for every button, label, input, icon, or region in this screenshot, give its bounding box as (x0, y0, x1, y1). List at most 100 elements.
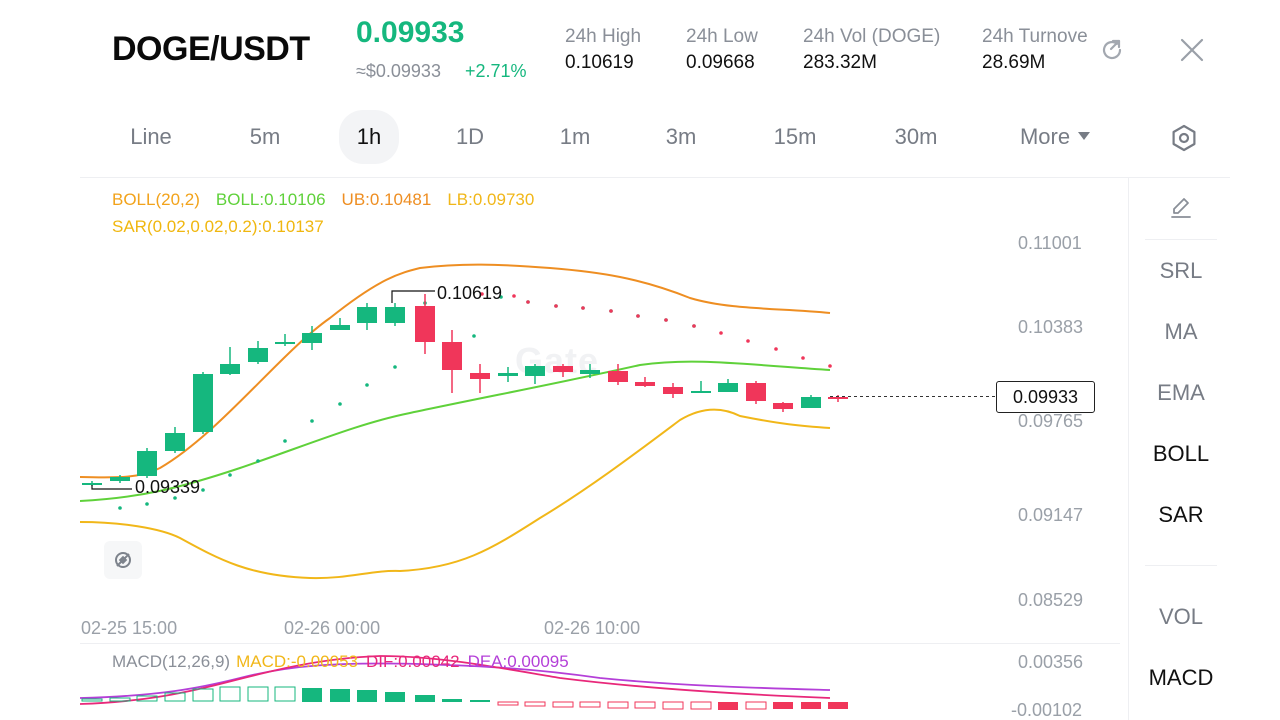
sidebar-item-macd[interactable]: MACD (1148, 665, 1214, 690)
time-axis-label: 02-26 00:00 (284, 618, 381, 638)
share-icon[interactable] (1095, 33, 1129, 67)
price-axis-label: 0.11001 (1018, 233, 1082, 253)
stat-value: 28.69M (982, 52, 1046, 73)
macd-histogram-bar (385, 692, 405, 702)
sar-dot (664, 318, 668, 322)
sar-dot (719, 331, 723, 335)
more-dropdown[interactable]: More (1010, 110, 1100, 164)
chart-settings-icon[interactable] (1166, 120, 1202, 156)
bullish-candle (137, 451, 157, 476)
sidebar-item-boll[interactable]: BOLL (1152, 441, 1210, 466)
close-icon[interactable] (1175, 33, 1209, 67)
macd-value: MACD:-0.00053 (236, 652, 358, 671)
bullish-candle (330, 325, 350, 330)
usd-approx-price: ≈$0.09933 (356, 61, 441, 81)
macd-histogram-bar (219, 686, 241, 702)
trading-pair: DOGE/USDT (112, 30, 310, 68)
tab-1d[interactable]: 1D (455, 124, 485, 149)
boll-mid-value: BOLL:0.10106 (215, 190, 326, 209)
tab-3m[interactable]: 3m (665, 124, 697, 149)
boll-lower-band (80, 408, 831, 580)
sar-dot (774, 347, 778, 351)
bullish-candle (801, 397, 821, 408)
sidebar-item-sar[interactable]: SAR (1158, 502, 1204, 527)
sar-dot (283, 439, 287, 443)
sidebar-item-srl[interactable]: SRL (1159, 258, 1203, 283)
tab-1h[interactable]: 1h (339, 110, 399, 164)
macd-histogram-bar (330, 689, 350, 702)
bullish-candle (357, 307, 377, 323)
sidebar-item-ema[interactable]: EMA (1157, 380, 1205, 405)
draw-tool-button[interactable] (1129, 194, 1233, 224)
tab-15m[interactable]: 15m (773, 124, 817, 149)
macd-histogram-bar (662, 701, 684, 710)
dea-line (80, 662, 831, 699)
caret-down-icon (1078, 132, 1091, 141)
macd-histogram-bar (607, 701, 629, 709)
high-marker-line (391, 290, 435, 303)
price-axis-label: 0.10383 (1018, 317, 1084, 337)
bullish-candle (498, 373, 518, 376)
bearish-candle (608, 371, 628, 382)
macd-legend: MACD(12,26,9) MACD:-0.00053 DIF:0.00042 DEA… (112, 652, 585, 672)
tabs-divider (80, 177, 1230, 178)
stat-label: 24h Low (686, 26, 758, 47)
stat-value: 0.10619 (565, 52, 634, 73)
macd-histogram-bar (247, 686, 269, 702)
sar-dot (526, 300, 530, 304)
bullish-candle (220, 364, 240, 374)
boll-lb-value: LB:0.09730 (447, 190, 535, 209)
reset-view-icon (115, 552, 131, 568)
time-axis-label: 02-25 15:00 (81, 618, 178, 638)
tab-1m[interactable]: 1m (559, 124, 591, 149)
tab-5m[interactable]: 5m (249, 124, 281, 149)
boll-name: BOLL(20,2) (112, 190, 200, 209)
macd-histogram-bar (524, 701, 546, 707)
sar-dot (554, 304, 558, 308)
high-price-label: 0.10619 (437, 283, 503, 303)
macd-histogram-bar (415, 695, 435, 702)
sar-dot (801, 356, 805, 360)
sar-dot (512, 294, 516, 298)
stat-value: 283.32M (803, 52, 877, 73)
macd-histogram-bar (164, 692, 186, 702)
current-price-tag: 0.09933 (996, 381, 1095, 413)
bearish-candle (442, 342, 462, 370)
price-axis-label: 0.09765 (1018, 411, 1084, 431)
chart-reset-button[interactable] (104, 541, 142, 579)
sidebar-item-ma[interactable]: MA (1164, 319, 1198, 344)
sar-dot (499, 295, 503, 299)
macd-histogram-bar (552, 701, 574, 708)
sidebar-divider (1145, 239, 1217, 240)
stat-24h-turnover: 24h Turnover 28.69M (982, 26, 1088, 74)
stat-24h-high: 24h High 0.10619 (565, 26, 641, 74)
sar-legend: SAR(0.02,0.02,0.2):0.10137 (112, 217, 324, 236)
chart-canvas (80, 263, 996, 710)
sar-dot (228, 473, 232, 477)
tab-line[interactable]: Line (130, 124, 172, 149)
sar-dot (636, 314, 640, 318)
bullish-candle (82, 483, 102, 485)
sidebar-item-vol[interactable]: VOL (1158, 604, 1204, 629)
sar-dot (692, 324, 696, 328)
bearish-candle (415, 306, 435, 342)
macd-name: MACD(12,26,9) (112, 652, 231, 671)
macd-axis-top: 0.00356 (1018, 652, 1084, 672)
sidebar-divider (1145, 565, 1217, 566)
bullish-candle (248, 348, 268, 362)
stat-label: 24h Vol (DOGE) (803, 26, 941, 47)
price-axis-label: 0.09147 (1018, 505, 1084, 525)
sar-dot (365, 383, 369, 387)
more-label: More (1019, 124, 1071, 149)
stat-value: 0.09668 (686, 52, 755, 73)
candlestick-chart[interactable]: Gate 0.10619 0.09339 0.11001 0.10383 0.0… (80, 178, 1128, 720)
macd-divider (80, 643, 1120, 644)
bearish-candle (663, 387, 683, 394)
macd-histogram-bar (634, 701, 656, 709)
sar-dot (310, 419, 314, 423)
tab-30m[interactable]: 30m (894, 124, 938, 149)
dea-value: DEA:0.00095 (467, 652, 569, 671)
macd-histogram-bar (718, 702, 738, 710)
sar-dot (256, 459, 260, 463)
sar-dot (145, 502, 149, 506)
